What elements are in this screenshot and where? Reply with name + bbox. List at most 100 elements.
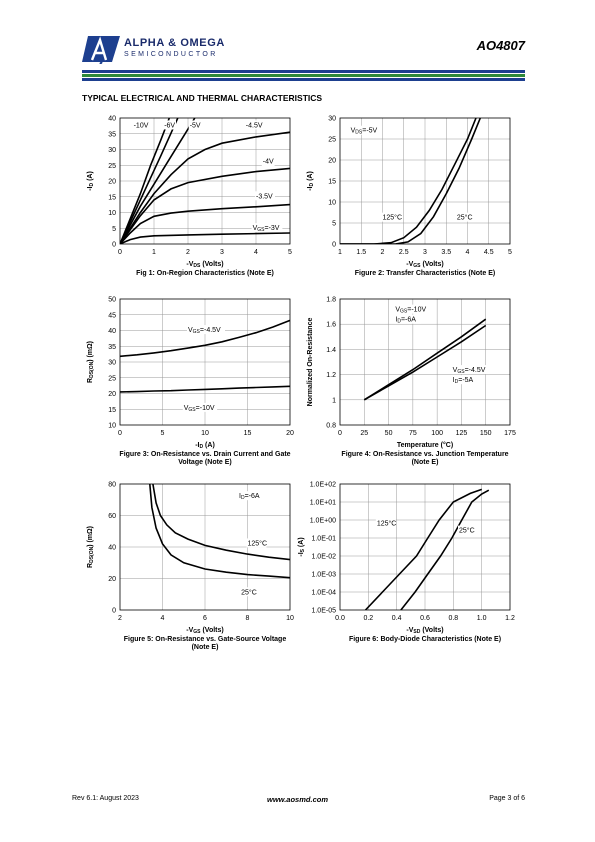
x-tick-label: 1 <box>152 249 156 256</box>
footer-website-link[interactable]: www.aosmd.com <box>267 795 328 804</box>
stripe-band <box>82 74 525 77</box>
x-tick-label: 4.5 <box>484 249 494 256</box>
x-tick-label: 150 <box>480 430 492 437</box>
plot-frame <box>119 117 291 245</box>
figure-caption: Voltage (Note E) <box>178 459 232 466</box>
y-axis-label: -ID (A) <box>307 171 315 191</box>
x-tick-label: 0 <box>338 430 342 437</box>
series-line <box>149 484 290 579</box>
x-tick-label: 10 <box>286 615 294 622</box>
stripe-band <box>82 77 525 78</box>
figure-caption: Figure 5: On-Resistance vs. Gate-Source … <box>124 636 287 643</box>
fig6-body-diode-chart: 0.0 0.2 0.4 0.6 0.8 1.0 1.2 1.0E-05 1.0E-04 1.0E-… <box>298 482 515 644</box>
y-tick-label: 10 <box>108 210 116 217</box>
y-tick-label: 20 <box>328 158 336 165</box>
y-tick-label: 15 <box>108 194 116 201</box>
series-line <box>120 167 290 244</box>
x-axis-label: Temperature (°C) <box>397 441 453 449</box>
y-tick-label: 1 <box>332 397 336 404</box>
x-tick-label: 0.4 <box>392 615 402 622</box>
y-tick-label: 0 <box>112 242 116 249</box>
y-axis-label: -ID (A) <box>87 171 95 191</box>
part-number: AO4807 <box>476 38 525 53</box>
x-tick-label: 2.5 <box>399 249 409 256</box>
y-tick-label: 1.6 <box>326 322 336 329</box>
x-tick-label: 20 <box>286 430 294 437</box>
curve-annotation: -3.5V <box>256 193 273 200</box>
annotation-backdrop <box>182 402 218 412</box>
plot-frame <box>339 117 511 245</box>
x-tick-label: 0.0 <box>335 615 345 622</box>
series-line <box>152 484 290 561</box>
x-tick-label: 1.0 <box>477 615 487 622</box>
x-axis-label: -VGS (Volts) <box>186 627 223 635</box>
annotation-backdrop <box>240 587 257 597</box>
y-tick-label: 20 <box>108 179 116 186</box>
plot-frame <box>119 298 291 426</box>
annotation-backdrop <box>394 314 422 324</box>
footer-page-number: Page 3 of 6 <box>489 795 525 802</box>
x-tick-label: 15 <box>244 430 252 437</box>
x-tick-label: 5 <box>508 249 512 256</box>
x-tick-label: 2 <box>186 249 190 256</box>
annotation-backdrop <box>238 491 266 501</box>
fig5-rdson-vs-vgs-chart: 2 4 6 8 10 0 20 40 60 80 ID=-6A 125°C 25°C -VGS (Volt… <box>87 482 294 652</box>
annotation-backdrop <box>188 120 202 130</box>
curve-annotation: -4V <box>263 159 274 166</box>
x-tick-label: 6 <box>203 615 207 622</box>
curve-annotation: 25°C <box>459 527 475 535</box>
series-line <box>120 203 290 244</box>
fig2-transfer-chart: 1 1.5 2 2.5 3 3.5 4 4.5 5 0 5 10 15 20 25 30 VDS=-5V 125°… <box>307 116 512 278</box>
y-tick-label: 40 <box>108 545 116 552</box>
x-tick-label: 1.5 <box>356 249 366 256</box>
x-axis-label: -VSD (Volts) <box>406 627 443 635</box>
header-stripe <box>82 70 525 81</box>
x-tick-label: 10 <box>201 430 209 437</box>
x-tick-label: 5 <box>288 249 292 256</box>
figure-caption: Fig 1: On-Region Characteristics (Note E… <box>136 270 274 277</box>
x-tick-label: 3.5 <box>441 249 451 256</box>
y-tick-label: 1.0E+01 <box>310 500 336 507</box>
plot-frame <box>339 483 511 611</box>
curve-annotation: 125°C <box>377 519 397 527</box>
curve-annotation: -5V <box>190 122 201 129</box>
y-tick-label: 1.0E-03 <box>311 572 336 579</box>
annotation-backdrop <box>163 120 176 130</box>
figure-caption: (Note E) <box>192 644 219 651</box>
x-tick-label: 4 <box>161 615 165 622</box>
y-tick-label: 25 <box>108 163 116 170</box>
curve-annotation: VGS=-3V <box>253 225 280 233</box>
x-axis-label: -ID (A) <box>195 442 215 450</box>
annotation-backdrop <box>255 191 275 201</box>
annotation-backdrop <box>458 525 475 535</box>
alpha-omega-logo-icon <box>82 36 120 64</box>
x-tick-label: 125 <box>456 430 468 437</box>
x-tick-label: 50 <box>385 430 393 437</box>
x-tick-label: 2 <box>381 249 385 256</box>
annotation-backdrop <box>455 212 473 222</box>
annotation-backdrop <box>381 212 402 222</box>
y-tick-label: 30 <box>328 116 336 123</box>
curve-annotation: VGS=-10V <box>184 405 215 413</box>
curve-annotation: VDS=-5V <box>351 128 378 136</box>
curve-annotation: VGS=-4.5V <box>453 367 486 375</box>
x-tick-label: 3 <box>220 249 224 256</box>
y-tick-label: 1.0E-05 <box>311 608 336 615</box>
footer-revision: Rev 6.1: August 2023 <box>72 795 139 802</box>
x-tick-label: 4 <box>254 249 258 256</box>
figure-caption: Figure 4: On-Resistance vs. Junction Tem… <box>341 451 508 458</box>
series-line <box>364 488 482 610</box>
y-tick-label: 45 <box>108 312 116 319</box>
x-tick-label: 5 <box>161 430 165 437</box>
y-tick-label: 1.2 <box>326 372 336 379</box>
y-tick-label: 15 <box>328 179 336 186</box>
y-tick-label: 1.0E+00 <box>310 518 336 525</box>
y-tick-label: 1.0E-01 <box>311 536 336 543</box>
y-axis-label: RDS(ON) (mΩ) <box>87 526 95 568</box>
y-tick-label: 5 <box>112 226 116 233</box>
x-axis-label: -VGS (Volts) <box>406 261 443 269</box>
figure-caption: Figure 2: Transfer Characteristics (Note… <box>355 270 495 277</box>
y-tick-label: 1.4 <box>326 347 336 354</box>
series-line <box>363 324 487 401</box>
stripe-band <box>82 70 525 73</box>
